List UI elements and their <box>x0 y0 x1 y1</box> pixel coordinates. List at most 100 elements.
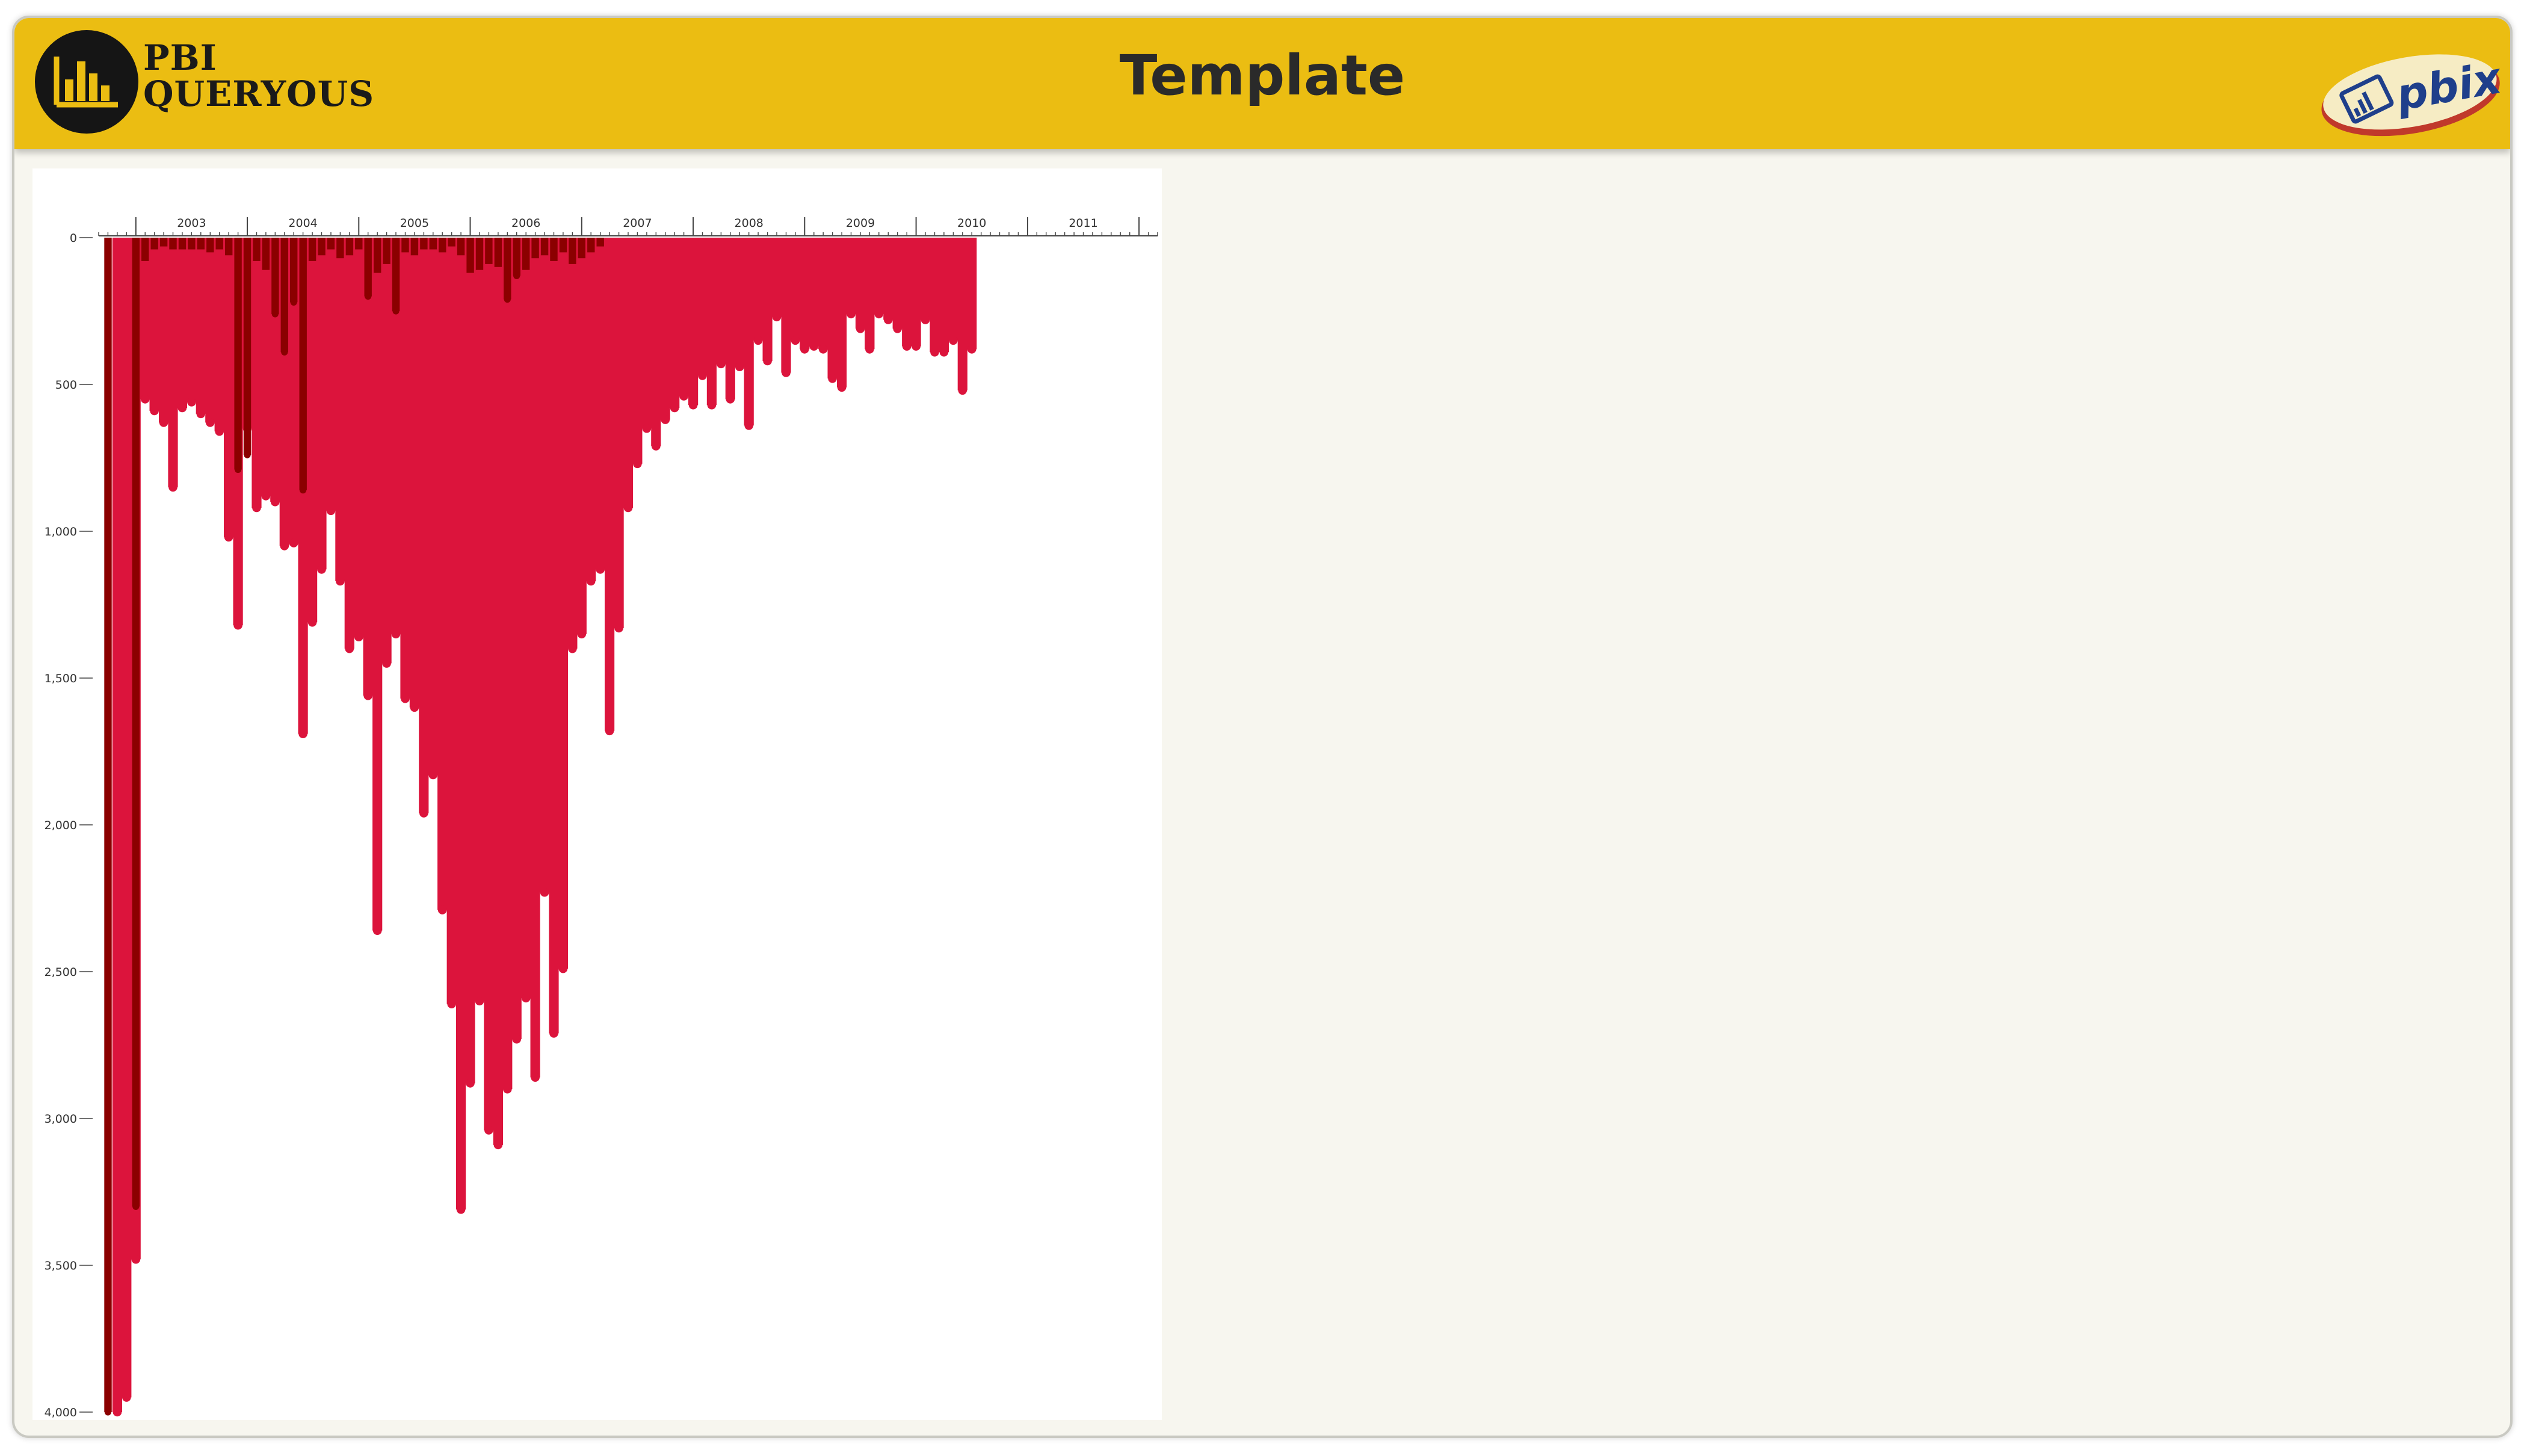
drip-marker <box>317 565 326 574</box>
drip-marker <box>372 926 382 935</box>
bar <box>253 238 261 261</box>
bar <box>456 238 466 1210</box>
drip-marker <box>521 993 531 1003</box>
bar <box>122 238 132 1398</box>
drip-marker <box>122 1393 131 1402</box>
drip-marker <box>345 644 354 653</box>
drip-marker <box>132 1203 140 1210</box>
drip-marker <box>818 345 828 354</box>
page-title: Template <box>1119 43 1405 108</box>
brand-line-1: PBI <box>143 37 217 78</box>
bar <box>744 238 754 426</box>
bar <box>437 238 448 910</box>
drip-marker <box>281 348 288 356</box>
bar <box>409 238 419 708</box>
bar <box>781 238 791 373</box>
bar <box>679 238 689 396</box>
drip-marker <box>326 506 336 516</box>
bar <box>290 238 298 303</box>
drip-marker <box>558 964 568 973</box>
bar <box>262 238 270 270</box>
drip-marker <box>104 1408 111 1416</box>
drip-marker <box>688 400 698 410</box>
bar <box>316 238 327 570</box>
bar <box>576 238 587 634</box>
drip-marker <box>800 345 809 354</box>
brand-line-2: QUERYOUS <box>143 73 375 114</box>
x-tick-label: 2009 <box>846 217 875 230</box>
bar <box>428 238 438 775</box>
drip-marker <box>652 442 661 451</box>
drip-marker <box>159 418 168 427</box>
bar <box>827 238 838 379</box>
drip-marker <box>884 315 893 324</box>
drip-marker <box>717 359 726 369</box>
drip-marker <box>744 421 753 430</box>
drip-marker <box>577 629 587 639</box>
series-secondary <box>104 238 604 1416</box>
y-tick-label: 0 <box>70 232 77 245</box>
bar <box>939 238 949 353</box>
bar <box>651 238 661 446</box>
x-axis: 2003 2004 2005 2006 2007 2008 2009 2010 2011 <box>98 217 1158 236</box>
drip-marker <box>568 644 577 653</box>
bar <box>587 238 595 253</box>
bar-chart-icon <box>54 57 118 108</box>
bar <box>410 238 419 256</box>
drip-marker <box>707 400 717 410</box>
bar <box>809 238 819 347</box>
bar <box>818 238 828 350</box>
bar <box>327 238 335 250</box>
y-tick-label: 500 <box>55 378 77 392</box>
drip-marker <box>540 887 549 897</box>
bar <box>400 238 410 699</box>
drip-marker <box>763 356 772 366</box>
drip-marker <box>363 691 372 700</box>
drip-marker <box>150 406 159 416</box>
drip-marker <box>401 694 410 703</box>
drip-marker <box>261 492 271 501</box>
bar <box>485 238 493 264</box>
bar <box>307 238 318 623</box>
bar <box>420 238 428 250</box>
bar <box>336 238 344 259</box>
bar <box>855 238 866 329</box>
chart-panel: 2003 2004 2005 2006 2007 2008 2009 2010 2011 0 50… <box>32 168 1162 1420</box>
drip-marker <box>735 362 744 371</box>
bar <box>513 238 520 276</box>
drip-marker <box>354 632 363 641</box>
drip-marker <box>513 272 520 279</box>
bar <box>289 238 299 543</box>
bar <box>159 238 168 247</box>
drip-marker <box>633 459 642 469</box>
bar <box>531 238 539 259</box>
bar <box>753 238 764 341</box>
bar <box>474 238 485 1001</box>
bar <box>381 238 392 664</box>
bar <box>569 238 576 264</box>
x-tick-label: 2008 <box>735 217 764 230</box>
bar <box>390 238 401 634</box>
x-tick-label: 2003 <box>177 217 206 230</box>
drip-marker <box>512 1034 521 1044</box>
pbix-badge: pbix <box>2313 24 2506 153</box>
drip-marker <box>224 532 233 542</box>
drip-marker <box>410 703 419 712</box>
bar <box>837 238 847 387</box>
series-primary <box>112 238 977 1417</box>
bar <box>623 238 634 508</box>
drip-marker <box>809 342 819 351</box>
bar <box>355 238 363 250</box>
drip-marker <box>493 1140 503 1150</box>
y-axis: 0 500 1,000 1,500 2,000 2,500 3,000 3,500 4,000 <box>45 232 93 1419</box>
drip-marker <box>447 999 456 1008</box>
bar <box>446 238 457 1004</box>
bar <box>762 238 773 361</box>
bar <box>716 238 726 364</box>
pbi-queryous-logo <box>35 30 138 134</box>
bar <box>504 238 511 300</box>
drip-marker <box>865 345 874 354</box>
bar <box>187 238 197 403</box>
bar <box>354 238 364 637</box>
bar <box>660 238 670 420</box>
